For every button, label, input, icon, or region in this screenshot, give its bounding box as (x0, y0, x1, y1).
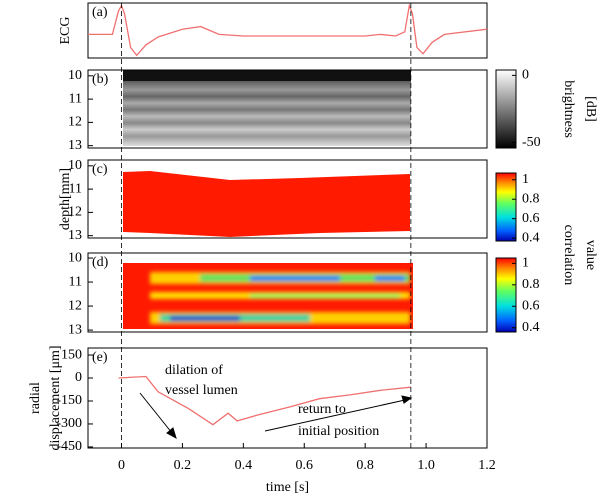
bmode-image (123, 70, 411, 146)
annotation: dilation of (165, 363, 223, 378)
x-tick-label: 0 (118, 458, 125, 473)
correlation-image-c (123, 171, 410, 237)
y-tick-label: 0 (75, 370, 82, 385)
colorbar-tick-label: 0.6 (522, 211, 540, 226)
colorbar-tick-label: 0.4 (522, 230, 540, 245)
colorbar-label: value (583, 240, 598, 270)
x-tick-label: 0.4 (235, 458, 253, 473)
colorbar-tick-label: 0.4 (522, 320, 540, 335)
colorbar-tick-label: 0.8 (522, 277, 540, 292)
panel-label: (d) (92, 255, 109, 270)
colorbar (495, 257, 517, 333)
colorbar-label: [dB] (583, 96, 598, 122)
plot-frame (87, 252, 488, 333)
data-line (118, 375, 411, 426)
y-axis-label: displacement [μm] (48, 345, 63, 450)
plot-frame (87, 159, 488, 239)
colorbar (495, 69, 517, 149)
colorbar-tick-label: 1 (522, 256, 529, 271)
y-tick-label: 12 (68, 205, 82, 220)
colorbar-tick-label: 0.8 (522, 191, 540, 206)
y-tick-label: 10 (68, 158, 82, 173)
annotation: initial position (298, 424, 379, 439)
y-tick-label: 11 (69, 91, 82, 106)
x-tick-label: 0.6 (296, 458, 314, 473)
y-tick-label: 10 (68, 68, 82, 83)
x-tick-label: 1.2 (478, 458, 496, 473)
colorbar-tick-label: -50 (522, 135, 541, 150)
colorbar (495, 172, 517, 242)
panel-label: (e) (92, 350, 108, 365)
x-tick-label: 0.2 (174, 458, 192, 473)
colorbar-label: correlation (561, 225, 576, 286)
colorbar-tick-label: 0 (522, 68, 529, 83)
annotation: return to (298, 402, 346, 417)
data-line (88, 3, 488, 57)
annotation-arrows (139, 392, 413, 440)
y-tick-label: 13 (68, 228, 82, 243)
panel-label: (a) (92, 5, 108, 20)
panel-label: (c) (92, 162, 108, 177)
colorbar-label: brightness (561, 80, 576, 138)
y-tick-label: 150 (61, 347, 82, 362)
plot-frame (87, 347, 488, 449)
y-tick-label: -150 (56, 393, 82, 408)
y-tick-label: 13 (68, 322, 82, 337)
y-tick-label: 11 (69, 181, 82, 196)
y-axis-label: radial (28, 382, 43, 414)
panel-label: (b) (92, 72, 109, 87)
colorbar-tick-label: 1 (522, 172, 529, 187)
y-tick-label: 13 (68, 138, 82, 153)
plot-frame (87, 69, 488, 149)
y-tick-label: 10 (68, 250, 82, 265)
x-axis-label: time [s] (266, 480, 309, 495)
y-tick-label: 12 (68, 115, 82, 130)
y-axis-label: depth[mm] (58, 168, 73, 230)
y-tick-label: 12 (68, 298, 82, 313)
colorbar-tick-label: 0.6 (522, 298, 540, 313)
x-tick-label: 0.8 (356, 458, 374, 473)
correlation-image-d (123, 263, 413, 329)
y-tick-label: -450 (56, 439, 82, 454)
y-tick-label: -300 (56, 416, 82, 431)
y-tick-label: 11 (69, 274, 82, 289)
plot-frame (87, 2, 488, 59)
x-tick-label: 1.0 (417, 458, 435, 473)
annotation: vessel lumen (165, 383, 238, 398)
y-axis-label: ECG (58, 17, 73, 45)
